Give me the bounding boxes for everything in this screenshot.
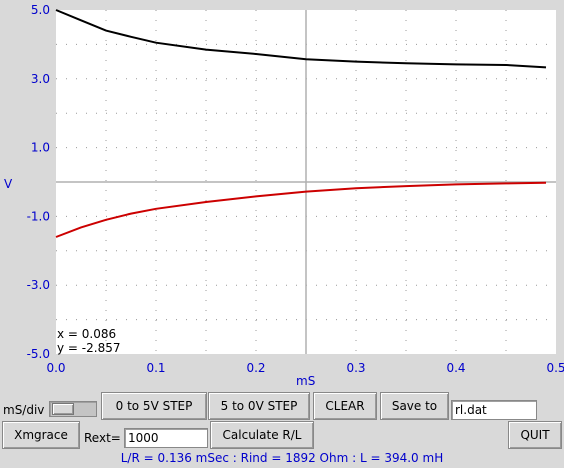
clear-button[interactable]: CLEAR: [313, 392, 377, 420]
result-readout: L/R = 0.136 mSec : Rind = 1892 Ohm : L =…: [120, 451, 444, 465]
y-axis-label: V: [4, 177, 13, 191]
x-tick-label: 0.0: [46, 361, 65, 375]
y-tick-label: -5.0: [27, 347, 50, 361]
plot-area[interactable]: 0.0 0.1 0.2 0.3 0.4 0.5 5.0 3.0 1.0 -1.0 -3.0 -5.0 …: [0, 0, 564, 390]
msdiv-label: mS/div: [3, 403, 45, 417]
rext-label: Rext=: [84, 431, 121, 445]
cursor-x-readout: x = 0.086: [57, 327, 116, 341]
series-line-2: [55, 181, 547, 238]
calculate-rl-button[interactable]: Calculate R/L: [210, 421, 314, 449]
y-tick-label: -3.0: [27, 278, 50, 292]
rext-input[interactable]: 1000: [124, 428, 208, 448]
tick-labels: 0.0 0.1 0.2 0.3 0.4 0.5 5.0 3.0 1.0 -1.0 -3.0 -5.0: [27, 3, 564, 375]
x-tick-label: 0.3: [346, 361, 365, 375]
x-tick-label: 0.1: [146, 361, 165, 375]
waveform-plot[interactable]: 0.0 0.1 0.2 0.3 0.4 0.55.03.01.0-1.0-3.0-5.0 …: [0, 0, 564, 390]
y-tick-label: -1.0: [27, 209, 50, 223]
y-tick-label: 3.0: [31, 72, 50, 86]
save-to-button[interactable]: Save to: [380, 392, 449, 420]
filename-input[interactable]: rl.dat: [451, 400, 537, 420]
grid: [56, 10, 556, 354]
msdiv-slider-knob[interactable]: [52, 403, 74, 415]
xmgrace-button[interactable]: Xmgrace: [2, 421, 80, 449]
series-group: [55, 9, 547, 238]
y-tick-label: 1.0: [31, 141, 50, 155]
cursor-y-readout: y = -2.857: [57, 341, 120, 355]
y-tick-label: 5.0: [31, 3, 50, 17]
x-tick-label: 0.2: [246, 361, 265, 375]
quit-button[interactable]: QUIT: [508, 421, 562, 449]
x-tick-label: 0.5: [546, 361, 564, 375]
series-line-1: [55, 9, 547, 69]
x-axis-label: mS: [296, 374, 315, 388]
msdiv-slider[interactable]: [49, 401, 97, 417]
step-up-button[interactable]: 0 to 5V STEP: [101, 392, 207, 420]
x-tick-label: 0.4: [446, 361, 465, 375]
step-down-button[interactable]: 5 to 0V STEP: [208, 392, 310, 420]
